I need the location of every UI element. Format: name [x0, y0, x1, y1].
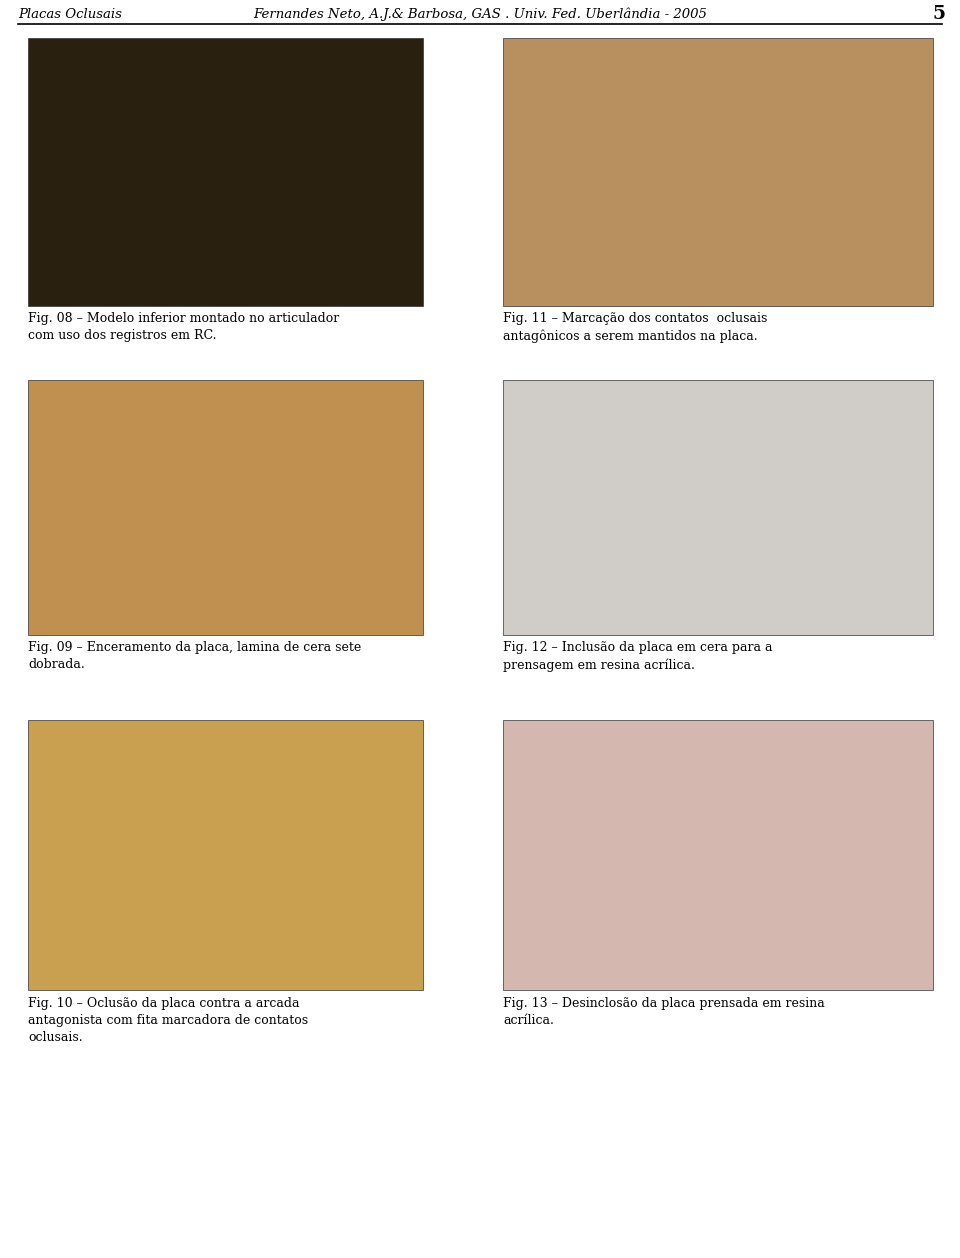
Bar — [503, 380, 933, 635]
Bar — [28, 38, 423, 306]
Text: Fig. 13 – Desinclosão da placa prensada em resina
acrílica.: Fig. 13 – Desinclosão da placa prensada … — [503, 998, 825, 1027]
Bar — [28, 720, 423, 990]
Text: Fernandes Neto, A.J.& Barbosa, GAS . Univ. Fed. Uberlândia - 2005: Fernandes Neto, A.J.& Barbosa, GAS . Uni… — [253, 8, 707, 20]
Text: Fig. 12 – Inclusão da placa em cera para a
prensagem em resina acrílica.: Fig. 12 – Inclusão da placa em cera para… — [503, 642, 773, 672]
Bar — [503, 38, 933, 306]
Text: Fig. 10 – Oclusão da placa contra a arcada
antagonista com fita marcadora de con: Fig. 10 – Oclusão da placa contra a arca… — [28, 998, 308, 1044]
Text: Fig. 09 – Enceramento da placa, lamina de cera sete
dobrada.: Fig. 09 – Enceramento da placa, lamina d… — [28, 642, 361, 671]
Text: 5: 5 — [932, 5, 945, 23]
Text: Fig. 08 – Modelo inferior montado no articulador
com uso dos registros em RC.: Fig. 08 – Modelo inferior montado no art… — [28, 312, 339, 342]
Bar — [28, 380, 423, 635]
Bar — [503, 720, 933, 990]
Text: Placas Oclusais: Placas Oclusais — [18, 8, 122, 20]
Text: Fig. 11 – Marcação dos contatos  oclusais
antagônicos a serem mantidos na placa.: Fig. 11 – Marcação dos contatos oclusais… — [503, 312, 767, 342]
